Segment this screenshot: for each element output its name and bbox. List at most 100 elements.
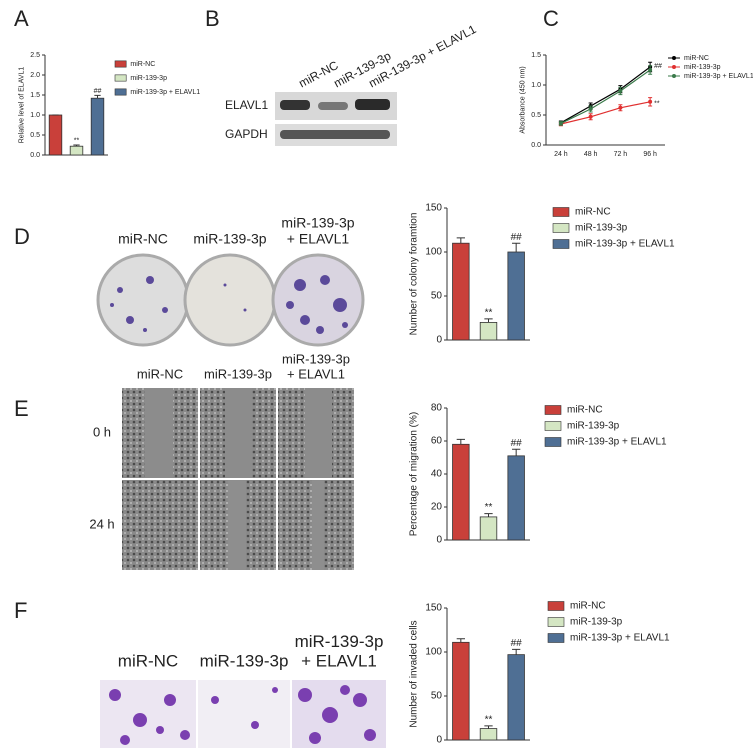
y-tick-label: 100	[425, 647, 442, 658]
legend-label: miR-NC	[567, 405, 603, 416]
legend-swatch	[544, 405, 562, 415]
image-label: miR-139-3p	[200, 651, 289, 670]
band	[318, 102, 348, 110]
y-tick-label: 0.5	[30, 132, 40, 139]
error-bar	[456, 638, 465, 643]
y-axis-label: Absorbance (450 nm)	[520, 66, 527, 133]
marker	[648, 99, 653, 104]
annotation: ##	[654, 63, 662, 70]
band	[280, 130, 390, 139]
y-axis-label: Percentage of migration (%)	[409, 412, 420, 537]
legend-label: miR-NC	[570, 601, 606, 612]
legend-swatch	[552, 207, 570, 217]
y-tick-label: 100	[425, 247, 442, 258]
plates	[96, 253, 365, 347]
y-tick-label: 0.0	[30, 152, 40, 159]
band	[280, 100, 310, 110]
legend-label: miR-139-3p	[575, 223, 628, 234]
x-tick-label: 24 h	[554, 151, 568, 158]
marker	[618, 89, 623, 93]
annotation: ##	[511, 438, 523, 449]
line	[560, 101, 651, 125]
x-tick-label: 48 h	[584, 151, 598, 158]
y-tick-label: 0.0	[531, 142, 541, 149]
row-label: 0 h	[93, 424, 111, 439]
error-bar	[456, 438, 465, 445]
x-tick-label: 72 h	[614, 151, 628, 158]
y-tick-label: 1.5	[531, 52, 541, 59]
marker	[648, 68, 653, 72]
legend-swatch	[544, 437, 562, 447]
error-bar	[484, 318, 493, 323]
marker	[588, 114, 593, 119]
bar	[452, 641, 470, 741]
legend-swatch	[114, 74, 127, 82]
bar	[90, 97, 105, 156]
legend-label: miR-139-3p	[684, 64, 721, 71]
legend-label: miR-139-3p + ELAVL1	[575, 239, 675, 250]
y-tick-label: 150	[425, 603, 442, 614]
image-label: miR-139-3p	[295, 632, 384, 651]
error-bar	[512, 648, 521, 655]
legend-label: miR-139-3p	[130, 75, 167, 82]
image-label: + ELAVL1	[287, 231, 350, 247]
legend-swatch	[547, 633, 565, 643]
marker	[558, 121, 563, 126]
legend-swatch	[544, 421, 562, 431]
y-tick-label: 80	[431, 403, 443, 414]
bar	[479, 516, 498, 541]
y-tick-label: 40	[431, 469, 443, 480]
y-tick-label: 0	[436, 335, 442, 346]
image-label: miR-139-3p	[193, 231, 266, 247]
legend-label: miR-139-3p + ELAVL1	[684, 73, 753, 80]
y-tick-label: 20	[431, 502, 443, 513]
legend-label: miR-139-3p	[570, 617, 623, 628]
image-label: miR-NC	[118, 651, 178, 670]
row-label: GAPDH	[225, 127, 268, 141]
legend-label: miR-139-3p + ELAVL1	[570, 633, 670, 644]
bar	[507, 654, 525, 741]
annotation: **	[485, 715, 493, 726]
y-tick-label: 1.0	[531, 82, 541, 89]
annotation: **	[485, 308, 493, 319]
y-tick-label: 0.5	[531, 112, 541, 119]
marker	[588, 107, 593, 111]
error-bar	[484, 513, 493, 517]
lane-label: miR-NC	[296, 58, 341, 91]
bar	[69, 145, 84, 156]
invasion-images	[100, 680, 386, 748]
image-label: miR-NC	[137, 366, 183, 381]
legend-label: miR-NC	[684, 55, 709, 62]
y-tick-label: 1.5	[30, 92, 40, 99]
y-axis-label: Number of colony foramtion	[409, 213, 420, 336]
image-label: + ELAVL1	[287, 366, 345, 381]
bar	[479, 321, 498, 341]
legend-swatch	[114, 88, 127, 96]
legend-marker	[672, 65, 676, 69]
legend-label: miR-139-3p + ELAVL1	[130, 89, 200, 96]
image-label: miR-139-3p	[281, 215, 354, 231]
error-bar	[512, 242, 521, 252]
error-bar	[94, 94, 101, 99]
panel-label: F	[14, 598, 27, 623]
legend-swatch	[114, 60, 127, 68]
bar	[452, 242, 470, 341]
marker	[618, 105, 623, 110]
panel-label: E	[14, 396, 29, 421]
bar	[452, 443, 470, 541]
bar	[507, 455, 525, 541]
error-bar	[73, 144, 80, 147]
panel-label: A	[14, 6, 29, 31]
legend-swatch	[547, 601, 565, 611]
y-tick-label: 0	[436, 735, 442, 746]
scratch-images	[122, 388, 354, 570]
legend-label: miR-NC	[130, 61, 155, 68]
annotation: **	[74, 138, 80, 145]
panel-label: C	[543, 6, 559, 31]
image-label: + ELAVL1	[301, 651, 377, 670]
y-tick-label: 50	[431, 691, 443, 702]
annotation: **	[654, 101, 660, 108]
row-label: ELAVL1	[225, 98, 268, 112]
annotation: **	[485, 502, 493, 513]
